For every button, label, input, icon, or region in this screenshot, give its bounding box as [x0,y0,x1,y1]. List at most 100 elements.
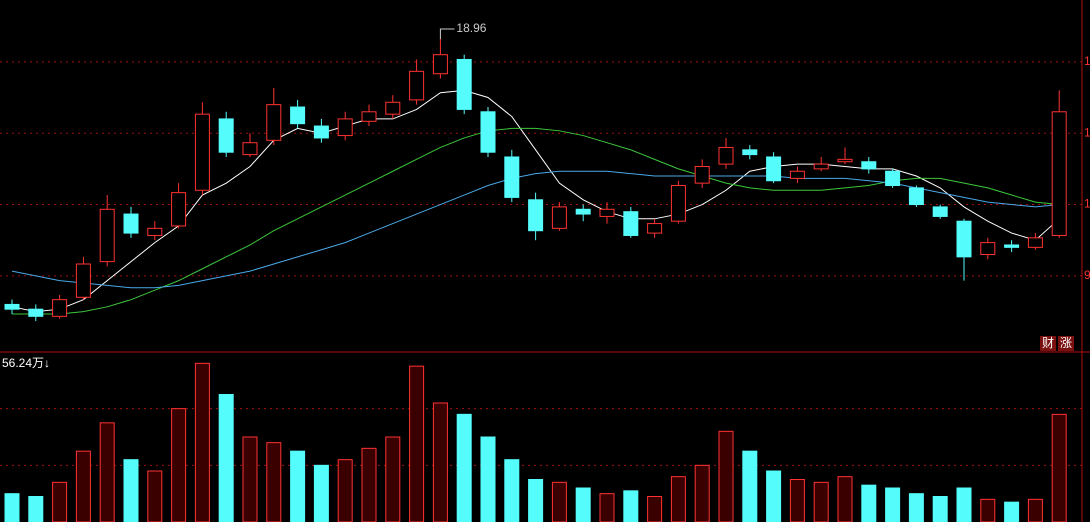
candle-body [551,206,567,229]
volume-bar [1004,501,1020,522]
candle-body [456,58,472,110]
candle-body [718,146,734,165]
volume-bar [456,413,472,522]
candle-body [1051,111,1067,236]
volume-bar [218,394,234,522]
volume-bar [932,496,948,522]
badge [1040,336,1056,351]
volume-bar [99,422,115,522]
candle-body [742,149,758,156]
volume-bar [4,493,20,522]
candle-body [647,223,663,234]
peak-pointer [439,28,455,40]
candle-body [361,111,377,122]
volume-bar [194,362,210,522]
volume-bar [647,496,663,522]
badge-label: 涨 [1060,335,1072,350]
candle-body [432,54,448,75]
volume-bar [813,481,829,522]
volume-bar [766,470,782,522]
candle-body [337,118,353,137]
volume-bar [670,476,686,522]
volume-bar [337,459,353,522]
moving-average [11,89,1060,313]
candle-body [75,263,91,298]
candle-body [52,299,68,317]
candle-body [194,113,210,191]
candle-body [242,142,258,156]
candle-body [623,211,639,236]
volume-bar [528,479,544,522]
candle-body [218,118,234,153]
volume-bar [242,436,258,522]
volume-bar [885,487,901,522]
volume-bar [1027,498,1043,522]
candle-body [4,303,20,310]
volume-bar [432,402,448,522]
y-tick-label: 9 [1084,268,1090,282]
candle-body [28,308,44,317]
volume-bar [908,493,924,522]
candle-body [694,165,710,184]
volume-bar [551,481,567,522]
volume-bar [789,479,805,522]
moving-average [11,170,1060,289]
volume-bar [52,481,68,522]
volume-bar [171,408,187,522]
peak-label: 18.96 [456,21,486,35]
volume-bar [599,493,615,522]
volume-bar [837,476,853,522]
volume-bar [718,430,734,522]
volume-bar [742,450,758,522]
candle-body [99,208,115,263]
volume-bar [75,450,91,522]
volume-bar [956,487,972,522]
candle-body [908,187,924,206]
volume-bar [361,447,377,522]
volume-bar [694,464,710,522]
volume-bar [623,490,639,522]
candle-body [1027,237,1043,248]
candle-body [385,101,401,115]
candle-body [813,163,829,170]
candle-body [123,213,139,234]
candle-body [837,158,853,163]
volume-bar [290,450,306,522]
candle-body [932,206,948,217]
y-tick-label: 18 [1084,54,1090,68]
volume-bar [313,464,329,522]
volume-bar [266,442,282,522]
volume-bar [861,484,877,522]
y-tick-label: 12 [1084,197,1090,211]
volume-bar [1051,413,1067,522]
candle-body [528,199,544,232]
y-tick-label: 15 [1084,125,1090,139]
volume-bar [480,436,496,522]
volume-bar [980,498,996,522]
candle-body [313,125,329,139]
candle-body [147,227,163,236]
badge-label: 财 [1042,336,1054,350]
candle-body [885,170,901,187]
candle-body [290,106,306,125]
badge [1058,336,1074,351]
candle-body [670,185,686,222]
candle-body [789,170,805,179]
volume-bar [409,365,425,522]
volume-bar [147,470,163,522]
volume-bar [28,496,44,522]
volume-bar [385,436,401,522]
candle-body [266,104,282,141]
candle-body [980,242,996,255]
candle-body [409,70,425,101]
volume-bar [123,459,139,522]
candle-body [956,220,972,258]
candle-body [504,156,520,198]
candle-body [171,192,187,227]
volume-bar [504,459,520,522]
volume-bar [575,487,591,522]
candle-body [1004,244,1020,248]
candle-body [766,156,782,182]
candle-body [480,111,496,153]
